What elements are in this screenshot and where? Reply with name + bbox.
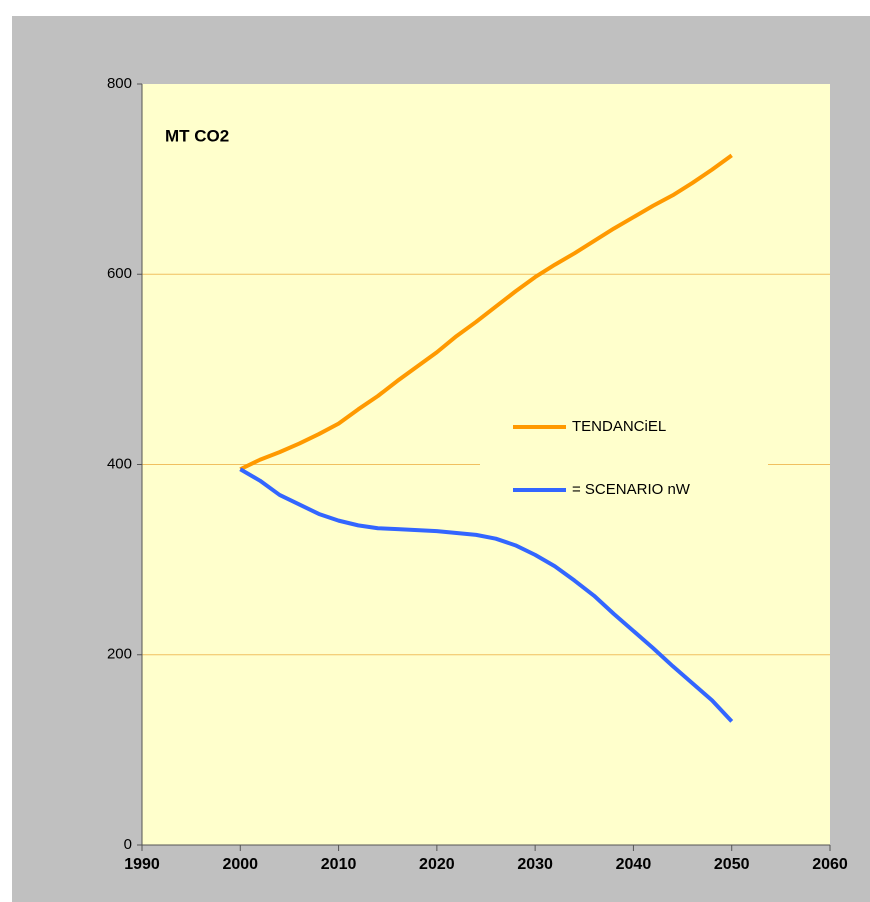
x-tick-label: 2030 — [517, 856, 553, 873]
x-tick-label: 1990 — [124, 856, 160, 873]
y-tick-label: 800 — [107, 75, 132, 92]
y-tick-label: 600 — [107, 265, 132, 282]
series-line — [239, 467, 734, 723]
x-tick-label: 2040 — [616, 856, 652, 873]
y-tick-label: 200 — [107, 646, 132, 663]
series-line — [239, 153, 733, 472]
y-tick-label: 0 — [124, 836, 132, 853]
x-tick-label: 2010 — [321, 856, 357, 873]
legend-label: = SCENARIO nW — [572, 481, 691, 498]
x-tick-label: 2060 — [812, 856, 848, 873]
y-tick-label: 400 — [107, 455, 132, 472]
legend-box — [480, 398, 768, 522]
x-tick-label: 2050 — [714, 856, 750, 873]
x-tick-label: 2000 — [222, 856, 258, 873]
chart-title: MT CO2 — [165, 126, 229, 145]
legend-label: TENDANCiEL — [572, 418, 666, 435]
x-tick-label: 2020 — [419, 856, 455, 873]
